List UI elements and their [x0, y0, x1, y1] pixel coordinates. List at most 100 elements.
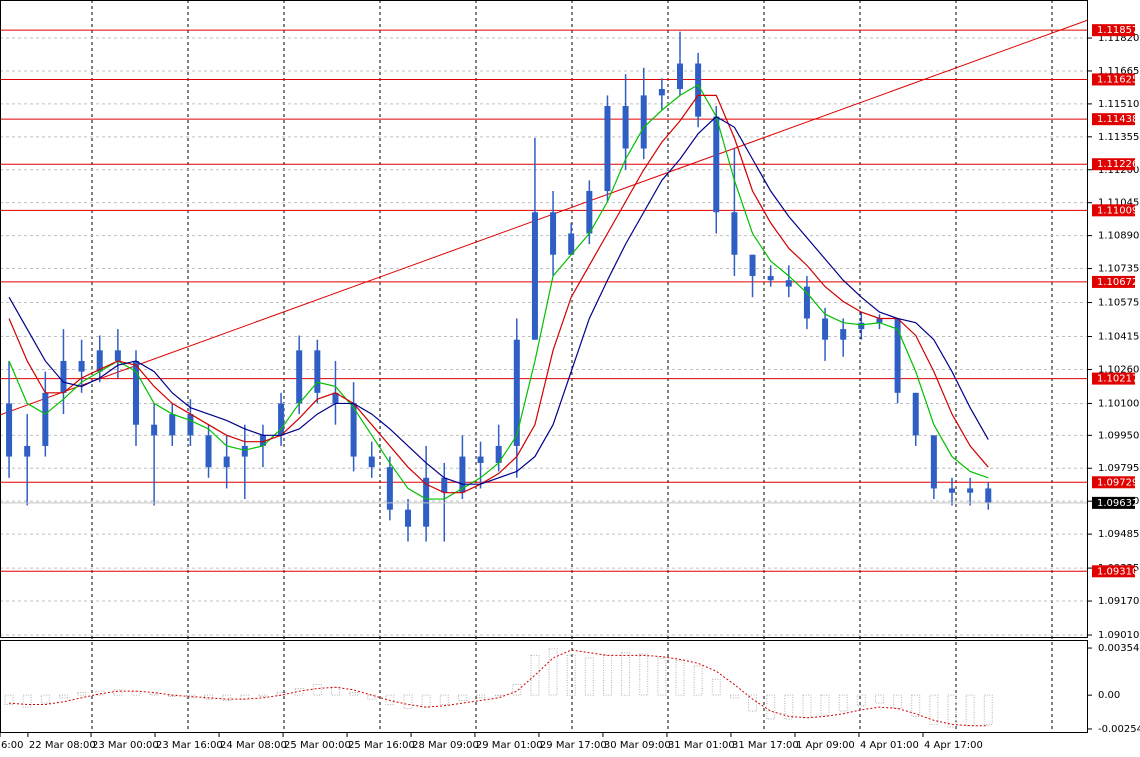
candle-body [405, 509, 411, 527]
histogram-bar [602, 654, 612, 696]
main-frame [0, 0, 1088, 638]
x-tick-label: 28 Mar 09:00 [412, 740, 479, 751]
candle-body [441, 477, 448, 493]
level-tag [1092, 113, 1135, 126]
histogram-bar [512, 684, 522, 696]
histogram-bar [820, 694, 830, 716]
candle-body [531, 212, 538, 340]
histogram-bar [113, 689, 123, 696]
price-tag [1092, 496, 1135, 509]
candle-body [513, 339, 520, 446]
sub-frame [0, 640, 1088, 733]
histogram-bar [312, 684, 322, 696]
y-tick-label: 1.11510 [1098, 99, 1139, 110]
candle-body [695, 63, 702, 117]
x-tick-label: 1 Apr 09:00 [796, 740, 855, 751]
candle-body [930, 435, 937, 489]
candle-body [912, 392, 919, 436]
candle-body [386, 467, 393, 510]
histogram-bar [748, 694, 758, 712]
histogram-bar [965, 694, 975, 727]
level-label: 1.09310 [1097, 566, 1138, 577]
candle-body [967, 488, 974, 493]
x-tick-label: 24 Mar 08:00 [220, 740, 287, 751]
y-tick-label: 1.11045 [1098, 198, 1139, 209]
histogram-bar [639, 653, 649, 696]
histogram-bar [911, 694, 921, 717]
x-tick-label: 23 Mar 00:00 [92, 740, 159, 751]
candle-body [259, 435, 266, 446]
y-tick-label: 1.09795 [1098, 463, 1139, 474]
level-label: 1.11009 [1097, 205, 1138, 216]
histogram-bar [874, 694, 884, 704]
histogram-bar [856, 694, 866, 707]
candle-body [713, 116, 720, 213]
level-tag [1092, 476, 1135, 489]
histogram-bar [385, 694, 395, 705]
level-label: 1.11438 [1097, 114, 1138, 125]
candle-body [767, 275, 774, 281]
x-tick-label: 4 Apr 01:00 [860, 740, 919, 751]
candle-body [858, 322, 865, 330]
histogram-bar [711, 678, 721, 696]
x-tick-label: 25 Mar 16:00 [348, 740, 415, 751]
histogram-bar [983, 694, 993, 725]
candle-body [840, 329, 847, 340]
y-tick-label: 1.10575 [1098, 298, 1139, 309]
y-tick-label: 0.00 [1098, 690, 1120, 701]
candle-body [187, 414, 194, 436]
candle-body [151, 424, 158, 436]
candle-body [477, 456, 484, 463]
y-tick-label: 0.003549 [1098, 643, 1140, 654]
candle-body [296, 350, 303, 404]
candle-body [241, 445, 248, 457]
candle-body [568, 233, 575, 255]
histogram-bar [95, 690, 105, 696]
y-tick-label: 1.11355 [1098, 132, 1139, 143]
candle-body [658, 89, 665, 96]
histogram-bar [675, 660, 685, 696]
candle-body [785, 280, 792, 287]
candle-body [423, 477, 430, 527]
candle-body [459, 456, 466, 493]
level-label: 1.10672 [1097, 277, 1138, 288]
histogram-bar [439, 694, 449, 705]
candle-body [731, 212, 738, 255]
level-tag [1092, 565, 1135, 578]
level-tag [1092, 372, 1135, 385]
candle-body [133, 360, 139, 425]
x-tick-label: 4 Apr 17:00 [924, 740, 983, 751]
histogram-bar [4, 694, 14, 705]
candle-body [894, 318, 901, 393]
histogram-bar [403, 694, 413, 709]
x-tick-label: 29 Mar 01:00 [476, 740, 543, 751]
histogram-bar [838, 694, 848, 712]
x-tick-label: 6:00 [1, 740, 23, 751]
y-tick-label: 1.09950 [1098, 430, 1139, 441]
candle-body [350, 403, 357, 457]
candle-body [60, 360, 67, 393]
y-tick-label: 1.09170 [1098, 596, 1139, 607]
histogram-bar [566, 654, 576, 696]
histogram-bar [766, 694, 776, 720]
histogram-bar [40, 694, 50, 704]
current-price-label: 1.09632 [1097, 498, 1138, 509]
y-tick-label: 1.09485 [1098, 529, 1139, 540]
histogram-bar [149, 693, 159, 696]
level-label: 1.09729 [1097, 477, 1138, 488]
candle-body [604, 106, 611, 191]
candle-body [677, 63, 683, 90]
candle-body [495, 445, 502, 463]
candle-body [78, 360, 85, 372]
candle-body [24, 445, 31, 457]
signal-line [9, 649, 989, 727]
candle-body [822, 318, 829, 340]
level-label: 1.11625 [1097, 74, 1138, 85]
candle-body [550, 212, 557, 255]
moving-average [8, 94, 989, 494]
candle-body [586, 190, 593, 234]
candle-body [368, 456, 375, 468]
x-tick-label: 23 Mar 16:00 [156, 740, 223, 751]
candle-body [314, 350, 321, 393]
